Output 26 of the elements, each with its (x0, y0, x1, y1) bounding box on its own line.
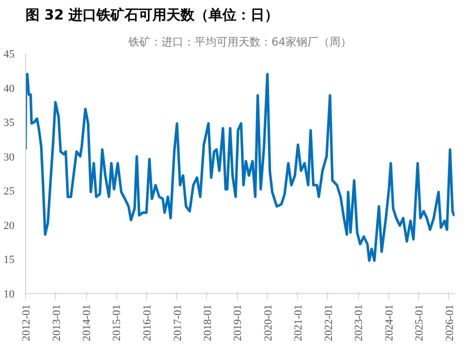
y-tick-label: 35 (4, 117, 15, 130)
x-tick-label: 2025-01 (414, 304, 426, 342)
x-tick-label: 2026-01 (444, 304, 456, 342)
x-tick-label: 2019-01 (232, 304, 244, 342)
y-tick-label: 15 (4, 254, 15, 266)
x-tick-label: 2017-01 (172, 304, 184, 342)
x-tick-label: 2024-01 (383, 304, 396, 342)
y-tick-label: 30 (4, 151, 15, 164)
x-tick-label: 2015-01 (111, 304, 124, 342)
x-tick-label: 2022-01 (322, 304, 335, 342)
x-tick-label: 2016-01 (141, 304, 154, 342)
chart-subtitle: 铁矿：进口：平均可用天数：64家钢厂（周） (128, 36, 352, 48)
x-tick-label: 2023-01 (353, 304, 366, 342)
y-tick-label: 10 (4, 288, 15, 300)
x-tick-label: 2018-01 (202, 304, 214, 342)
x-tick-label: 2012-01 (20, 304, 32, 342)
chart-title: 图 32 进口铁矿石可用天数（单位：日） (26, 6, 279, 24)
x-tick-label: 2021-01 (292, 304, 305, 342)
x-tick-label: 2013-01 (50, 304, 63, 342)
y-tick-label: 20 (4, 220, 15, 232)
y-tick-label: 40 (4, 82, 15, 95)
x-tick-label: 2020-01 (262, 304, 274, 342)
y-tick-label: 45 (4, 48, 15, 60)
y-tick-label: 25 (4, 186, 15, 198)
line-series (26, 72, 454, 262)
x-tick-label: 2014-01 (81, 304, 94, 342)
